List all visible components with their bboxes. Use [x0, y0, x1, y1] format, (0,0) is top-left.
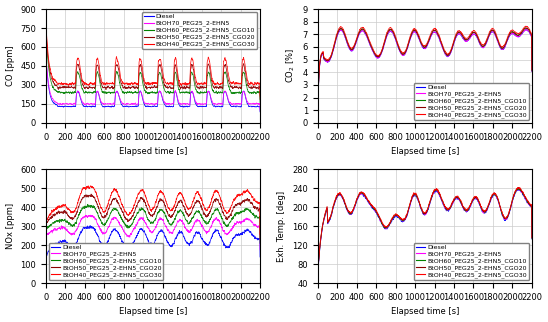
Legend: Diesel, BtOH70_PEG25_2-EHN5, BtOH60_PEG25_2-EHN5_CGO10, BtOH50_PEG25_2-EHN5_CGO2: Diesel, BtOH70_PEG25_2-EHN5, BtOH60_PEG2…	[49, 243, 163, 280]
Y-axis label: CO$_2$ [%]: CO$_2$ [%]	[284, 49, 297, 83]
Legend: Diesel, BtOH70_PEG25_2-EHN5, BtOH60_PEG25_2-EHN5_CGO10, BtOH50_PEG25_2-EHN5_CGO2: Diesel, BtOH70_PEG25_2-EHN5, BtOH60_PEG2…	[414, 243, 529, 280]
X-axis label: Elapsed time [s]: Elapsed time [s]	[391, 147, 459, 156]
Legend: Diesel, BtOH70_PEG25_2-EHN5, BtOH60_PEG25_2-EHN5_CGO10, BtOH50_PEG25_2-EHN5_CGO2: Diesel, BtOH70_PEG25_2-EHN5, BtOH60_PEG2…	[414, 83, 529, 120]
X-axis label: Elapsed time [s]: Elapsed time [s]	[119, 308, 187, 317]
Y-axis label: CO [ppm]: CO [ppm]	[5, 46, 15, 86]
X-axis label: Elapsed time [s]: Elapsed time [s]	[119, 147, 187, 156]
Y-axis label: Exh. Temp. [deg]: Exh. Temp. [deg]	[277, 191, 287, 262]
Legend: Diesel, BtOH70_PEG25_2-EHN5, BtOH60_PEG25_2-EHN5_CGO10, BtOH50_PEG25_2-EHN5_CGO2: Diesel, BtOH70_PEG25_2-EHN5, BtOH60_PEG2…	[142, 12, 257, 49]
X-axis label: Elapsed time [s]: Elapsed time [s]	[391, 308, 459, 317]
Y-axis label: NOx [ppm]: NOx [ppm]	[5, 203, 15, 249]
